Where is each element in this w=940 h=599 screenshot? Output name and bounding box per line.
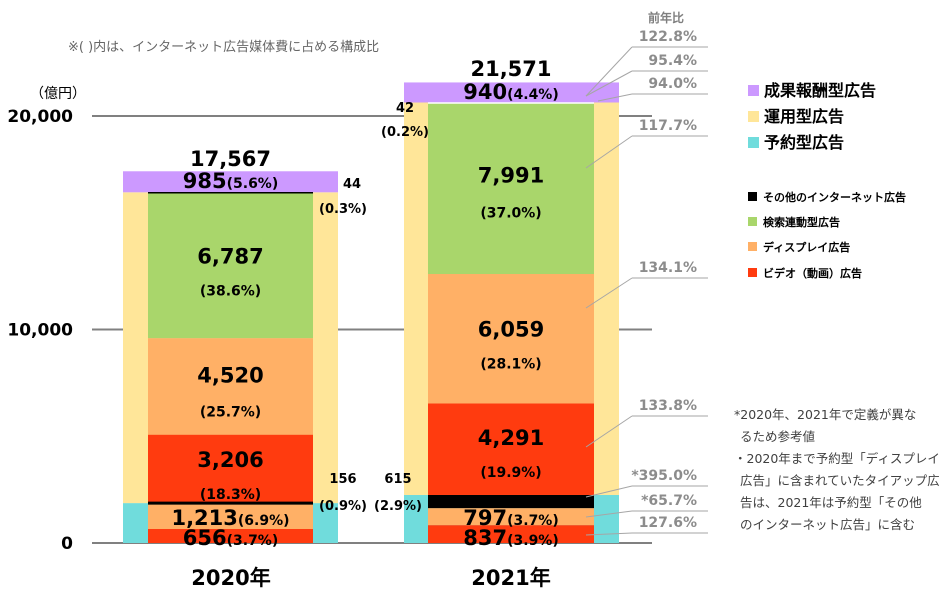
ops-video-segment-2020 [148,434,313,504]
legend-swatch [748,111,759,122]
yoy-leader-line [597,93,633,102]
legend-swatch [748,192,757,201]
x-axis-categories: 2020年 2021年 [191,566,550,590]
legend-swatch [748,268,757,277]
ops-other-value-2020: 44 [343,177,361,192]
display-value-2020: 4,520 [197,363,263,387]
reserved-video-segment-2021 [428,525,594,543]
yoy-annotations: 122.8% 95.4% 94.0% 117.7% 134.1% 133.8% *395.0… [585,29,708,536]
yoy-leader-line [585,532,633,536]
legend-swatch [748,217,757,226]
video-pct-2021: (19.9%) [480,465,541,481]
reserved-video-label-2020: 656(3.7%) [183,526,278,550]
total-label-2021: 21,571 [470,57,551,81]
footnote-line: のインターネット広告」に含む [740,517,915,532]
yoy-label: 134.1% [639,260,697,276]
yoy-label: *395.0% [631,468,697,484]
display-value-2021: 6,059 [478,318,544,342]
legend-swatch [748,137,759,148]
footnote-line: ・2020年まで予約型「ディスプレイ [734,451,940,466]
yoy-label: *65.7% [641,493,697,509]
performance-bar-2020 [123,171,338,193]
ops-video-segment-2021 [428,403,594,495]
yoy-leader-line [585,485,633,498]
video-pct-2020: (18.3%) [200,487,261,503]
yoy-header: 前年比 [648,10,684,25]
legend-swatch [748,85,759,96]
search-value-2020: 6,787 [197,245,263,269]
reserved-other-pct-2020: (0.9%) [319,499,367,514]
video-value-2020: 3,206 [197,448,263,472]
total-label-2020: 17,567 [190,147,271,171]
reserved-display-label-2020: 1,213(6.9%) [171,506,289,530]
display-pct-2020: (25.7%) [200,404,261,420]
ops-display-segment-2021 [428,274,594,404]
performance-label-2020: 985(5.6%) [183,169,278,193]
footnote-line: 告は、2021年は予約型「その他 [740,495,922,510]
yoy-label: 117.7% [639,118,697,134]
y-axis-ticks: 0 10,000 20,000 [7,107,73,554]
legend-label: 予約型広告 [764,133,844,152]
y-tick-label: 20,000 [7,107,73,127]
display-pct-2021: (28.1%) [480,357,541,373]
yoy-leader-line [585,135,633,169]
ops-search-segment-2021 [428,103,594,275]
composition-note: ※( )内は、インターネット広告媒体費に占める構成比 [68,39,379,55]
unit-label: （億円） [30,86,86,102]
yoy-label: 133.8% [639,398,697,414]
yoy-leader-line [585,46,633,97]
footnote-line: るため参考値 [740,429,815,444]
legend-label: 成果報酬型広告 [764,81,876,100]
ops-search-segment-2020 [148,193,313,339]
reserved-other-segment-2021 [428,494,594,509]
reserved-video-segment-2020 [148,528,313,543]
yoy-leader-line [585,510,633,518]
reserved-display-segment-2021 [428,508,594,526]
reserved-display-segment-2020 [148,503,313,529]
yoy-leader-line [585,415,633,448]
reserved-display-label-2021: 797(3.7%) [463,506,558,530]
search-pct-2020: (38.6%) [200,284,261,300]
y-tick-label: 10,000 [7,321,73,341]
legend-label: 運用型広告 [764,107,844,126]
ops-display-segment-2020 [148,338,313,435]
yoy-label: 94.0% [648,76,697,92]
legend-label: その他のインターネット広告 [763,190,906,204]
video-value-2021: 4,291 [478,426,544,450]
legend-label: ディスプレイ広告 [763,240,850,254]
footnote: *2020年、2021年で定義が異なるため参考値・2020年まで予約型「ディスプ… [734,407,940,532]
reserved-other-value-2021: 615 [384,472,411,487]
x-category-2021: 2021年 [471,566,550,590]
y-tick-label: 0 [61,534,73,554]
performance-bar-2021 [404,82,619,103]
ops-other-pct-2020: (0.3%) [319,202,367,217]
yoy-label: 122.8% [639,29,697,45]
search-value-2021: 7,991 [478,164,544,188]
bars [123,82,619,543]
performance-label-2021: 940(4.4%) [463,80,558,104]
legend: 成果報酬型広告運用型広告予約型広告その他のインターネット広告検索連動型広告ディス… [748,81,906,280]
ops-other-pct-2021: (0.2%) [381,125,429,140]
yoy-label: 95.4% [648,53,697,69]
legend-label: 検索連動型広告 [763,215,840,229]
legend-label: ビデオ（動画）広告 [763,266,862,280]
yoy-label: 127.6% [639,515,697,531]
ops-other-value-2021: 42 [396,101,414,116]
footnote-line: 広告」に含まれていたタイアップ広 [740,473,940,488]
yoy-leader-line [585,277,633,309]
search-pct-2021: (37.0%) [480,206,541,222]
reserved-video-label-2021: 837(3.9%) [463,526,558,550]
yoy-leader-line [585,70,633,97]
x-category-2020: 2020年 [191,566,270,590]
reserved-other-value-2020: 156 [329,472,356,487]
legend-swatch [748,242,757,251]
footnote-line: *2020年、2021年で定義が異な [734,407,916,422]
reserved-other-pct-2021: (2.9%) [374,499,422,514]
